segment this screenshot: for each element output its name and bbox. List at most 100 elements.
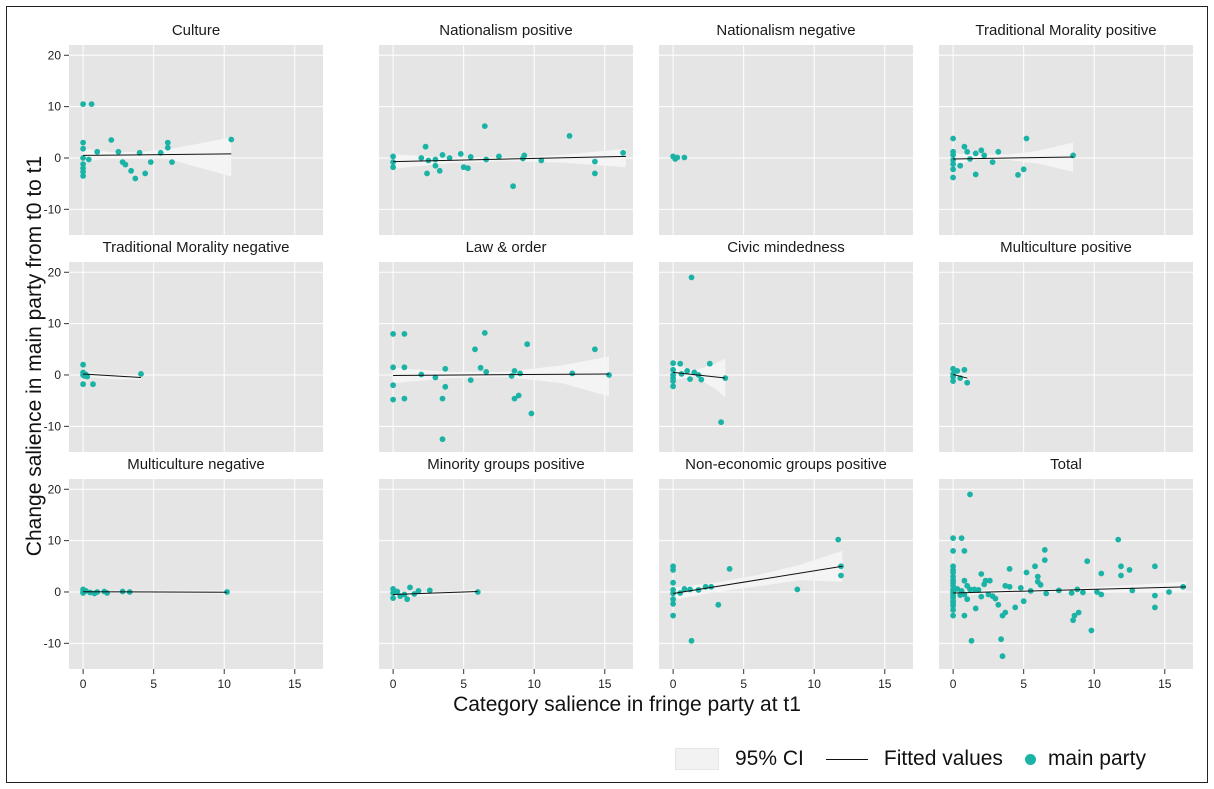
data-point [999,653,1006,660]
data-point [85,156,92,163]
data-point [1098,570,1105,577]
data-point [606,372,612,378]
y-tick-label: 20 [48,48,62,62]
panel: Minority groups positive 0 5 10 15 [379,456,633,691]
data-point [390,153,396,160]
data-point [80,101,86,107]
panel: Nationalism positive [379,22,633,235]
y-tick-label: 20 [48,482,62,496]
data-point [465,165,471,172]
data-point [517,370,523,377]
x-tick-label: 0 [670,677,677,691]
data-point [1032,563,1038,570]
data-point [835,536,842,543]
fit-line [673,565,843,595]
data-point [142,170,149,177]
x-tick-label: 10 [1088,677,1102,691]
x-tick-label: 0 [390,677,397,691]
data-point [958,535,965,541]
data-point [481,330,488,336]
data-point [677,360,684,367]
data-point [94,148,101,155]
data-point [390,364,396,371]
data-point [521,152,528,159]
panel: Non-economic groups positive 0 5 10 15 [659,456,913,691]
data-point [442,383,449,390]
data-point [670,366,676,373]
data-point [670,383,676,390]
data-point [726,566,733,572]
data-point [670,567,676,573]
data-point [483,369,490,375]
data-point [964,379,971,386]
data-point [481,123,488,129]
data-point [510,183,516,190]
panel-background [659,45,913,235]
panel: Traditional Morality negative 20 10 0 -10 [44,239,323,452]
panel-background [69,262,323,452]
data-point [688,637,695,644]
data-point [1115,536,1122,543]
panel-title: Civic mindedness [727,239,845,256]
data-point [950,166,956,173]
data-point [1023,569,1030,576]
x-tick-label: 15 [598,677,612,691]
legend: 95% CI Fitted values main party [675,742,1168,776]
data-point [961,577,968,584]
panel-title: Law & order [466,239,547,256]
data-point [164,139,171,146]
panel: Traditional Morality positive [939,22,1193,235]
data-point [971,586,978,593]
data-point [436,167,443,174]
data-point [524,341,531,348]
data-point [1020,598,1027,605]
data-point [508,373,515,379]
data-point [964,148,971,155]
data-point [684,368,691,374]
data-point [986,577,993,584]
y-tick-label: 0 [54,151,61,165]
x-tick-label: 5 [460,677,467,691]
data-point [1043,590,1050,597]
data-point [715,601,722,608]
data-point [407,584,413,591]
data-point [1118,572,1124,579]
data-point [132,175,139,182]
data-point [169,159,175,166]
panel-title: Multiculture positive [1000,239,1132,256]
faceted-scatter-chart: Culture 20 10 0 -10 Nationalism positive Natio… [23,22,1193,716]
data-point [975,587,982,593]
data-point [474,589,481,595]
data-point [415,588,422,594]
panel-background [69,479,323,669]
data-point [592,170,598,177]
data-point [950,569,956,576]
x-tick-label: 10 [528,677,542,691]
fit-line [83,591,228,593]
data-point [390,382,396,389]
data-point [995,601,1002,608]
data-point [84,373,91,380]
data-point [950,161,956,168]
data-point [1023,135,1030,142]
y-tick-label: 10 [48,534,62,548]
panel-background [939,479,1193,669]
panel: Law & order [379,239,633,452]
data-point [961,612,968,619]
x-tick-label: 5 [150,677,157,691]
data-point [950,535,956,541]
fit-line [953,156,1074,160]
data-point [998,636,1004,643]
data-point [147,159,154,166]
data-point [961,548,968,554]
data-point [80,155,86,161]
data-point [964,596,971,603]
panel-title: Traditional Morality positive [975,22,1156,39]
data-point [390,159,396,166]
data-point [1020,166,1027,173]
ci-swatch [675,748,719,770]
panel-title: Culture [172,22,220,39]
panel: Nationalism negative [659,22,913,235]
data-point [439,152,446,158]
y-tick-label: -10 [44,419,62,433]
